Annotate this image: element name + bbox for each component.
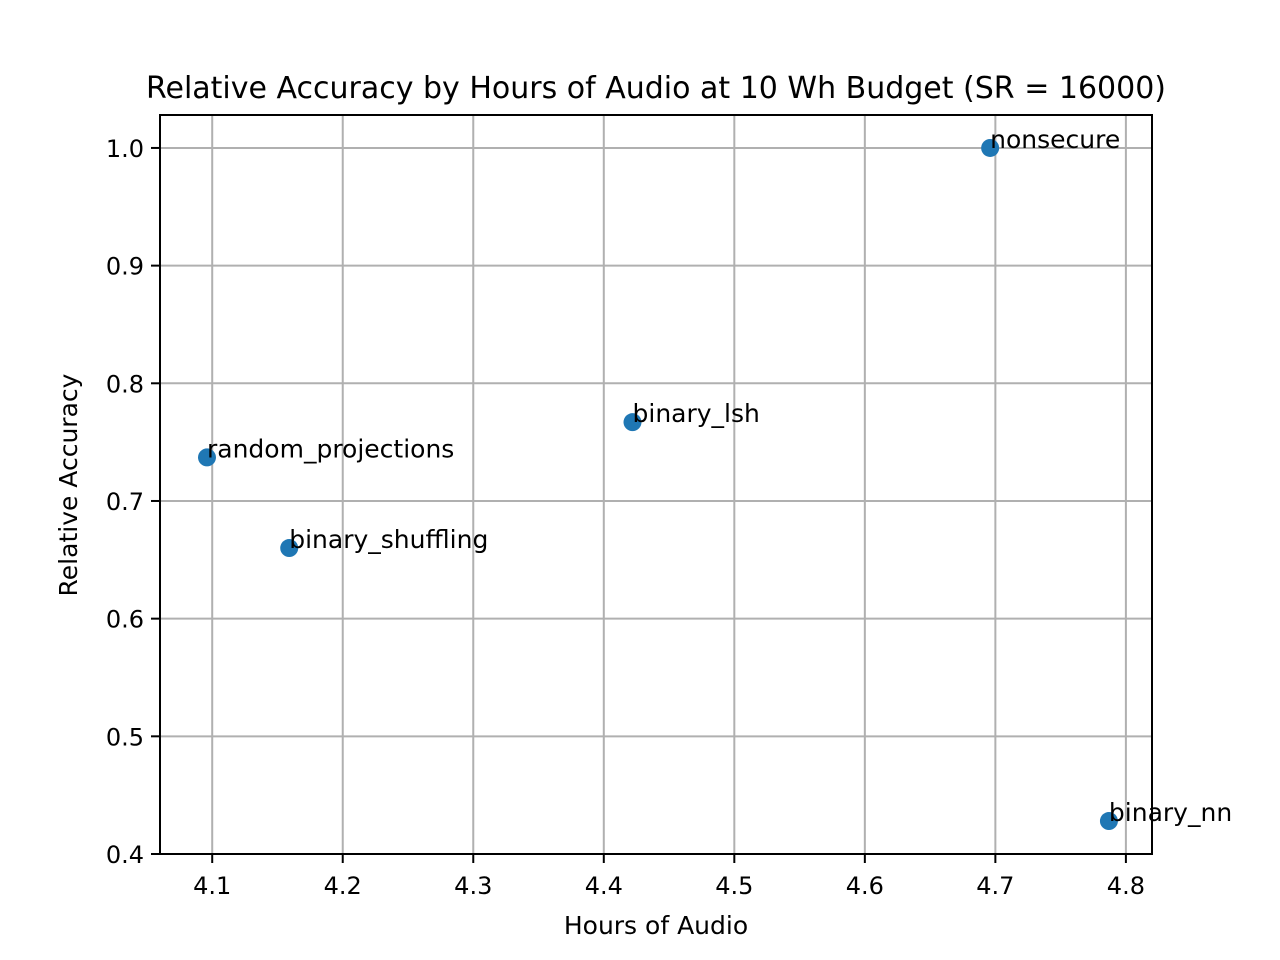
- x-tick-label: 4.8: [1107, 872, 1145, 900]
- data-point-binary-shuffling: [280, 539, 299, 558]
- y-axis-label: Relative Accuracy: [54, 373, 83, 596]
- x-tick-label: 4.3: [454, 872, 492, 900]
- data-points: nonsecure binary_lsh random_projectionsbin…: [197, 125, 1232, 831]
- y-tick-label: 0.4: [106, 841, 144, 869]
- x-tick-label: 4.1: [193, 872, 231, 900]
- data-point-random-projections: [197, 448, 216, 467]
- y-tick-label: 0.6: [106, 606, 144, 634]
- x-tick-label: 4.4: [585, 872, 623, 900]
- x-tick-label: 4.2: [324, 872, 362, 900]
- data-point-binary-nn: [1099, 812, 1118, 831]
- chart-title: Relative Accuracy by Hours of Audio at 1…: [146, 71, 1166, 106]
- x-tick-label: 4.7: [976, 872, 1014, 900]
- data-point-label: binary_shuffling: [289, 525, 488, 554]
- y-tick-label: 0.8: [106, 370, 144, 398]
- x-axis-label: Hours of Audio: [564, 911, 748, 940]
- x-tick-label: 4.6: [846, 872, 884, 900]
- data-point-nonsecure: [981, 138, 1000, 157]
- y-tick-label: 1.0: [106, 135, 144, 163]
- y-tick-label: 0.5: [106, 723, 144, 751]
- data-point-label: binary_nn: [1109, 798, 1232, 827]
- x-tick-label: 4.5: [715, 872, 753, 900]
- data-point-label: nonsecure: [990, 125, 1120, 154]
- y-tick-label: 0.9: [106, 253, 144, 281]
- y-tick-label: 0.7: [106, 488, 144, 516]
- plot-area-frame: [159, 114, 1153, 855]
- data-point-label: binary_lsh: [633, 399, 760, 428]
- data-point-label: random_projections: [207, 434, 454, 463]
- data-point-binary-lsh: [623, 413, 642, 432]
- grid-lines: [160, 115, 1152, 855]
- axis-ticks: 4.1 4.2 4.3 4.4 4.5 4.6 4.7 4.8 0.4 0.5 0.6 0.7 0.8 0…: [106, 135, 1145, 900]
